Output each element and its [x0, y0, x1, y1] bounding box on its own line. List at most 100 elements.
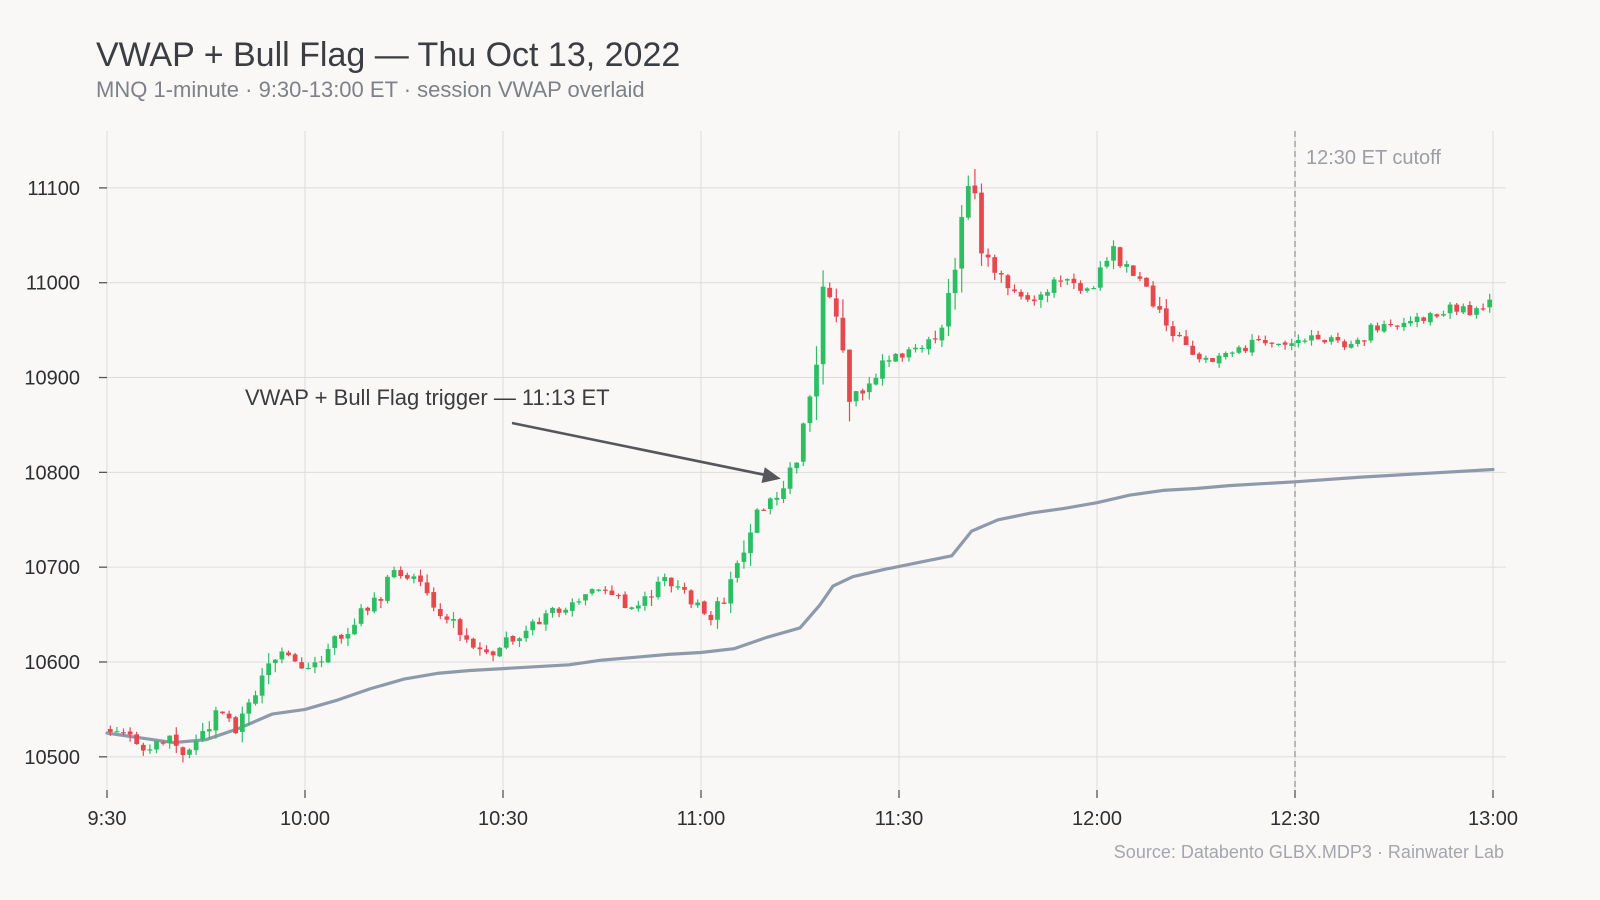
candle-body — [1480, 308, 1486, 310]
candle-body — [332, 636, 338, 648]
candle-body — [451, 618, 456, 621]
candle-body — [345, 634, 351, 639]
candle-body — [140, 744, 146, 751]
x-tick-label: 12:00 — [1072, 808, 1122, 830]
candle-body — [952, 269, 958, 294]
candle-body — [292, 654, 298, 662]
candle-body — [642, 596, 648, 606]
candle-body — [299, 662, 305, 669]
candle-body — [1012, 289, 1017, 292]
candle-body — [827, 287, 833, 298]
candle-body — [510, 636, 516, 642]
candle-body — [272, 659, 278, 664]
candle-body — [913, 347, 918, 350]
candle-layer — [107, 168, 1493, 763]
candle-body — [180, 747, 186, 756]
candle-body — [1460, 306, 1466, 313]
candle-body — [457, 619, 463, 635]
candle-body — [464, 635, 470, 640]
candle-body — [134, 734, 140, 745]
trigger-annotation-label: VWAP + Bull Flag trigger — 11:13 ET — [245, 385, 610, 410]
candle-body — [1249, 339, 1255, 353]
candle-body — [1394, 325, 1400, 327]
candle-body — [1454, 304, 1460, 312]
candle-body — [800, 423, 806, 462]
candle-body — [873, 377, 879, 385]
candle-body — [319, 661, 324, 663]
vwap-line — [105, 467, 1495, 745]
candle-body — [259, 675, 265, 696]
candle-body — [226, 713, 232, 719]
candle-body — [979, 192, 984, 254]
candle-body — [1295, 339, 1301, 343]
candle-body — [147, 749, 153, 751]
candle-body — [305, 667, 311, 670]
candle-body — [239, 713, 245, 732]
candle-body — [959, 217, 965, 269]
candle-body — [1144, 277, 1149, 287]
candle-body — [748, 532, 753, 554]
candle-body — [1058, 280, 1064, 282]
candle-body — [279, 651, 285, 660]
candle-body — [655, 581, 661, 598]
candle-body — [556, 608, 562, 613]
candle-body — [1427, 313, 1433, 323]
candle-body — [1078, 283, 1083, 291]
candle-body — [1018, 291, 1024, 297]
x-tick-label: 10:00 — [280, 808, 330, 830]
candle-body — [1322, 340, 1328, 343]
candle-body — [1104, 260, 1110, 267]
candle-body — [1005, 275, 1011, 289]
candle-body — [490, 651, 496, 656]
candle-body — [530, 621, 536, 631]
candle-body — [1183, 336, 1189, 346]
candle-body — [886, 360, 892, 362]
candle-body — [1421, 317, 1427, 321]
candle-body — [1137, 276, 1143, 279]
candle-body — [477, 647, 483, 650]
grid-layer — [106, 131, 1506, 790]
candle-body — [662, 576, 668, 582]
candle-body — [807, 396, 813, 424]
candle-body — [906, 349, 912, 358]
candle-body — [596, 589, 602, 591]
candle-body — [107, 728, 113, 733]
candle-body — [1229, 352, 1235, 354]
candle-body — [985, 254, 991, 258]
candle-body — [899, 353, 905, 358]
candle-body — [352, 624, 357, 635]
candle-body — [946, 292, 951, 327]
candle-body — [325, 649, 331, 663]
candle-body — [688, 590, 694, 605]
candle-body — [794, 462, 800, 469]
candle-body — [431, 592, 437, 608]
candle-body — [404, 575, 410, 579]
candle-body — [880, 360, 885, 379]
candle-body — [1157, 306, 1163, 310]
candle-body — [668, 577, 674, 587]
candle-body — [1487, 299, 1493, 308]
candle-body — [484, 649, 489, 653]
candle-body — [286, 652, 291, 656]
x-tick-label: 11:30 — [875, 808, 924, 830]
candle-body — [728, 579, 734, 604]
candle-body — [814, 364, 819, 397]
candle-body — [583, 594, 588, 601]
candle-body — [675, 586, 681, 588]
candle-body — [114, 731, 120, 733]
candle-body — [497, 647, 503, 657]
candle-body — [1236, 347, 1242, 353]
candle-body — [371, 597, 377, 612]
candle-body — [536, 621, 542, 625]
candle-body — [708, 614, 714, 621]
candle-body — [1170, 326, 1176, 336]
candle-body — [1130, 265, 1136, 276]
candle-body — [1355, 339, 1361, 344]
candle-body — [1117, 247, 1123, 267]
trigger-arrow-head — [761, 467, 781, 483]
x-tick-label: 9:30 — [88, 808, 127, 830]
candle-body — [1150, 285, 1156, 307]
candle-body — [266, 663, 272, 676]
trigger-arrow-shaft — [511, 421, 768, 477]
